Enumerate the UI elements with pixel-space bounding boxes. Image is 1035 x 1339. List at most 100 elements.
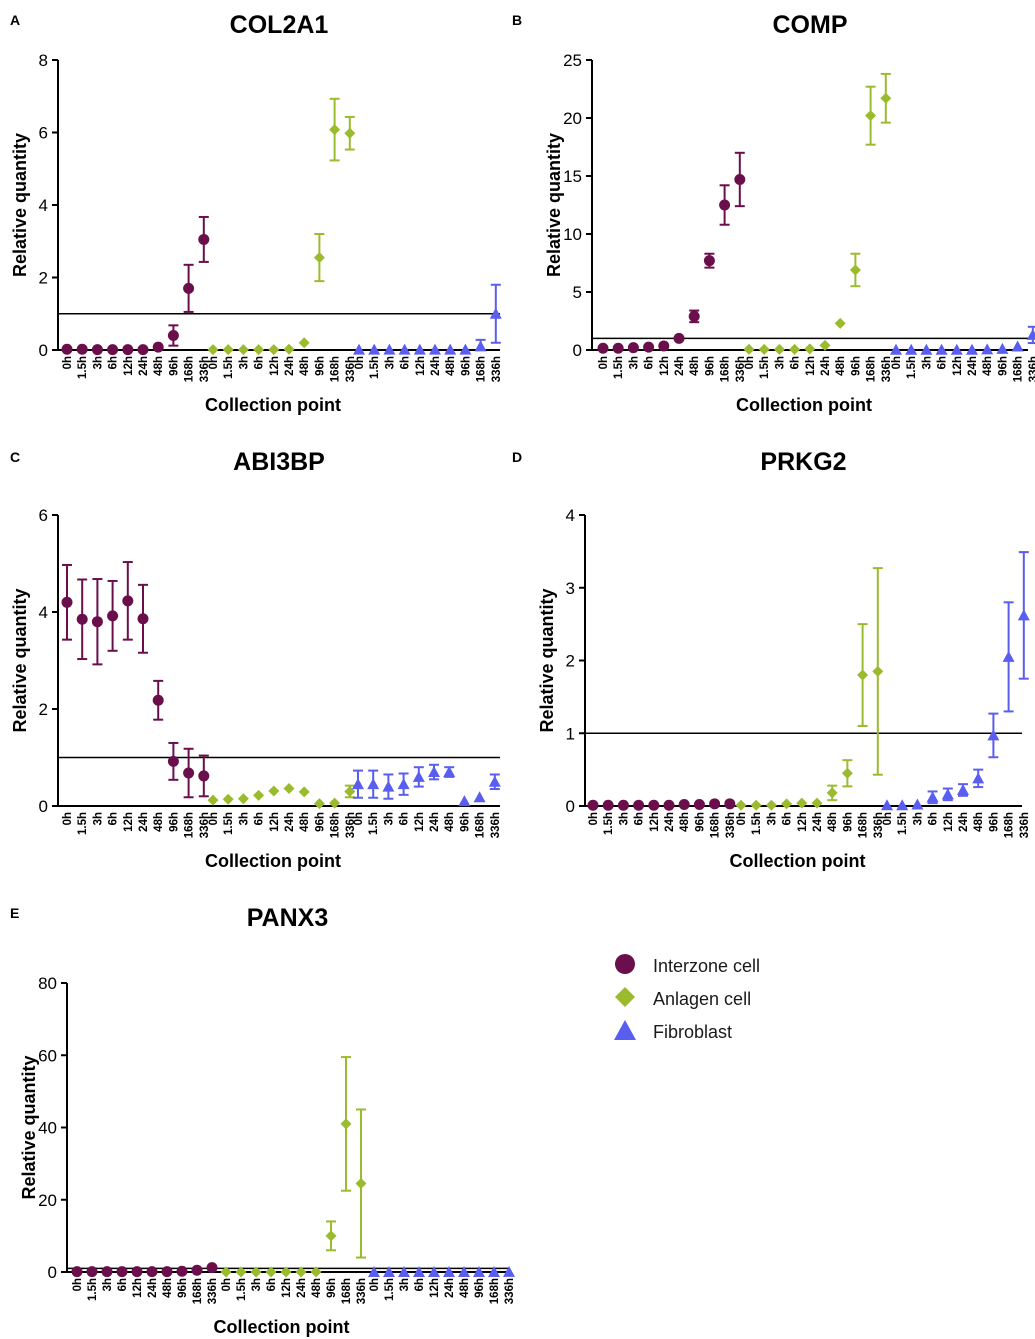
x-tick-label: 3h xyxy=(92,812,104,825)
data-point xyxy=(398,1265,410,1277)
x-tick-label: 12h xyxy=(269,812,281,832)
x-tick-label: 12h xyxy=(805,356,817,376)
data-point xyxy=(313,798,325,810)
x-axis-label: Collection point xyxy=(736,395,872,415)
x-tick-label: 48h xyxy=(299,356,311,376)
x-tick-label: 48h xyxy=(679,812,691,832)
data-point xyxy=(811,797,823,809)
data-point xyxy=(627,342,639,354)
data-point xyxy=(76,343,88,355)
data-point xyxy=(413,343,426,355)
data-point xyxy=(826,787,838,799)
x-tick-label: 168h xyxy=(858,812,870,838)
y-tick-label: 0 xyxy=(39,341,48,360)
x-tick-label: 48h xyxy=(973,812,985,832)
x-tick-label: 168h xyxy=(184,356,196,382)
data-point xyxy=(220,1266,232,1278)
data-point xyxy=(329,797,341,809)
data-point xyxy=(71,1266,83,1278)
y-tick-label: 6 xyxy=(39,124,48,143)
x-tick-label: 24h xyxy=(429,812,441,832)
x-axis-label: Collection point xyxy=(730,851,866,871)
data-point xyxy=(872,665,884,677)
data-point xyxy=(981,343,994,355)
data-point xyxy=(352,778,364,790)
data-point xyxy=(688,310,700,322)
x-tick-label: 168h xyxy=(720,356,732,382)
data-point xyxy=(987,729,1000,741)
y-tick-label: 0 xyxy=(39,797,48,816)
x-tick-label: 168h xyxy=(1004,812,1016,838)
data-point xyxy=(191,1264,203,1276)
x-tick-label: 3h xyxy=(384,356,396,369)
data-point xyxy=(950,343,963,355)
x-tick-label: 1.5h xyxy=(77,812,89,835)
data-point xyxy=(207,794,219,806)
data-point xyxy=(617,799,629,811)
x-tick-label: 24h xyxy=(674,356,686,376)
y-tick-label: 60 xyxy=(38,1046,57,1065)
x-tick-label: 6h xyxy=(254,812,266,825)
data-point xyxy=(183,767,195,779)
x-tick-label: 48h xyxy=(311,1278,323,1298)
x-tick-label: 96h xyxy=(988,812,1000,832)
triangle-marker-icon xyxy=(614,1020,636,1040)
x-tick-label: 1.5h xyxy=(759,356,771,379)
data-point xyxy=(658,340,670,352)
data-point xyxy=(429,343,441,355)
x-tick-label: 48h xyxy=(689,356,701,376)
x-tick-label: 0h xyxy=(891,356,903,369)
chart-title: COL2A1 xyxy=(230,11,329,39)
data-point xyxy=(458,1265,470,1277)
data-point xyxy=(116,1266,128,1278)
x-tick-label: 12h xyxy=(414,812,426,832)
data-point xyxy=(313,252,325,264)
y-tick-label: 15 xyxy=(563,167,582,186)
data-point xyxy=(295,1266,307,1278)
data-point xyxy=(383,343,396,355)
data-point xyxy=(489,307,502,319)
data-point xyxy=(86,1266,98,1278)
diamond-marker-icon xyxy=(615,987,635,1007)
data-point xyxy=(382,780,395,792)
x-tick-label: 6h xyxy=(644,356,656,369)
x-tick-label: 1.5h xyxy=(368,812,380,835)
x-tick-label: 6h xyxy=(790,356,802,369)
data-point xyxy=(107,344,119,356)
data-point xyxy=(397,778,410,790)
data-point xyxy=(107,610,119,622)
data-point xyxy=(473,791,486,803)
panel-letter: A xyxy=(10,12,20,28)
y-tick-label: 6 xyxy=(39,506,48,525)
data-point xyxy=(966,343,978,355)
x-tick-label: 1.5h xyxy=(613,356,625,379)
x-tick-label: 0h xyxy=(369,1278,381,1291)
data-point xyxy=(353,343,365,355)
data-point xyxy=(597,342,609,354)
data-point xyxy=(207,344,219,356)
data-point xyxy=(398,343,411,355)
x-tick-label: 48h xyxy=(162,1278,174,1298)
x-axis-label: Collection point xyxy=(214,1317,350,1337)
x-tick-label: 12h xyxy=(415,356,427,376)
data-point xyxy=(1002,650,1015,662)
x-tick-label: 96h xyxy=(474,1278,486,1298)
x-tick-label: 6h xyxy=(108,812,120,825)
x-tick-label: 3h xyxy=(399,1278,411,1291)
x-tick-label: 1.5h xyxy=(751,812,763,835)
data-point xyxy=(325,1230,337,1242)
data-point xyxy=(167,330,179,341)
x-tick-label: 48h xyxy=(153,356,165,376)
y-tick-label: 25 xyxy=(563,51,582,70)
data-point xyxy=(781,798,793,810)
data-point xyxy=(443,1265,455,1277)
data-point xyxy=(310,1266,322,1278)
data-point xyxy=(412,770,425,782)
data-point xyxy=(237,793,249,805)
data-point xyxy=(834,317,846,329)
x-tick-label: 24h xyxy=(296,1278,308,1298)
data-point xyxy=(355,1177,367,1189)
data-point xyxy=(709,798,721,810)
